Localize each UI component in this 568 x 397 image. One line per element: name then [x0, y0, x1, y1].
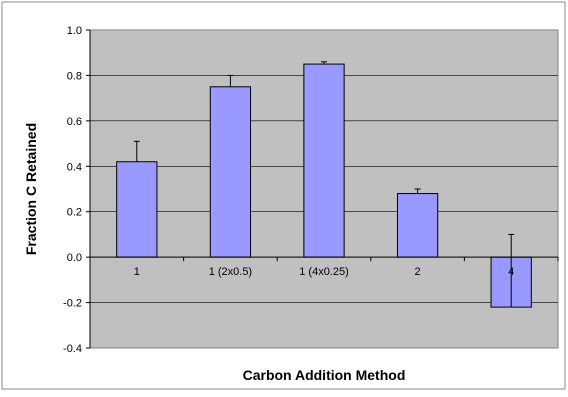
y-tick-label: -0.4 — [63, 343, 82, 355]
axes — [86, 29, 559, 349]
y-tick-label: 0.8 — [67, 70, 82, 82]
x-tick-label: 1 (4x0.25) — [299, 266, 349, 278]
bar — [303, 63, 345, 258]
bar — [116, 161, 158, 258]
bar — [209, 86, 252, 258]
bar — [396, 193, 439, 258]
x-tick-label: 1 (2x0.5) — [209, 266, 252, 278]
y-tick-label: 0.2 — [67, 207, 82, 219]
x-tick-label: 1 — [134, 266, 140, 278]
y-tick-label: 0.6 — [67, 116, 82, 128]
tick-labels: -0.4 -0.2 0.0 0.2 0.4 0.6 0.8 1.0 1 1 (2x0.5) 1 (4… — [63, 25, 514, 355]
x-axis-title: Carbon Addition Method — [243, 367, 406, 383]
bars — [116, 61, 532, 308]
x-tick-label: 2 — [415, 266, 421, 278]
y-tick-label: 1.0 — [67, 25, 82, 37]
x-tick-label: 4 — [508, 266, 514, 278]
y-axis-title: Fraction C Retained — [23, 123, 39, 255]
y-tick-label: -0.2 — [63, 298, 82, 310]
y-tick-label: 0.0 — [67, 252, 82, 264]
y-tick-label: 0.4 — [67, 161, 82, 173]
